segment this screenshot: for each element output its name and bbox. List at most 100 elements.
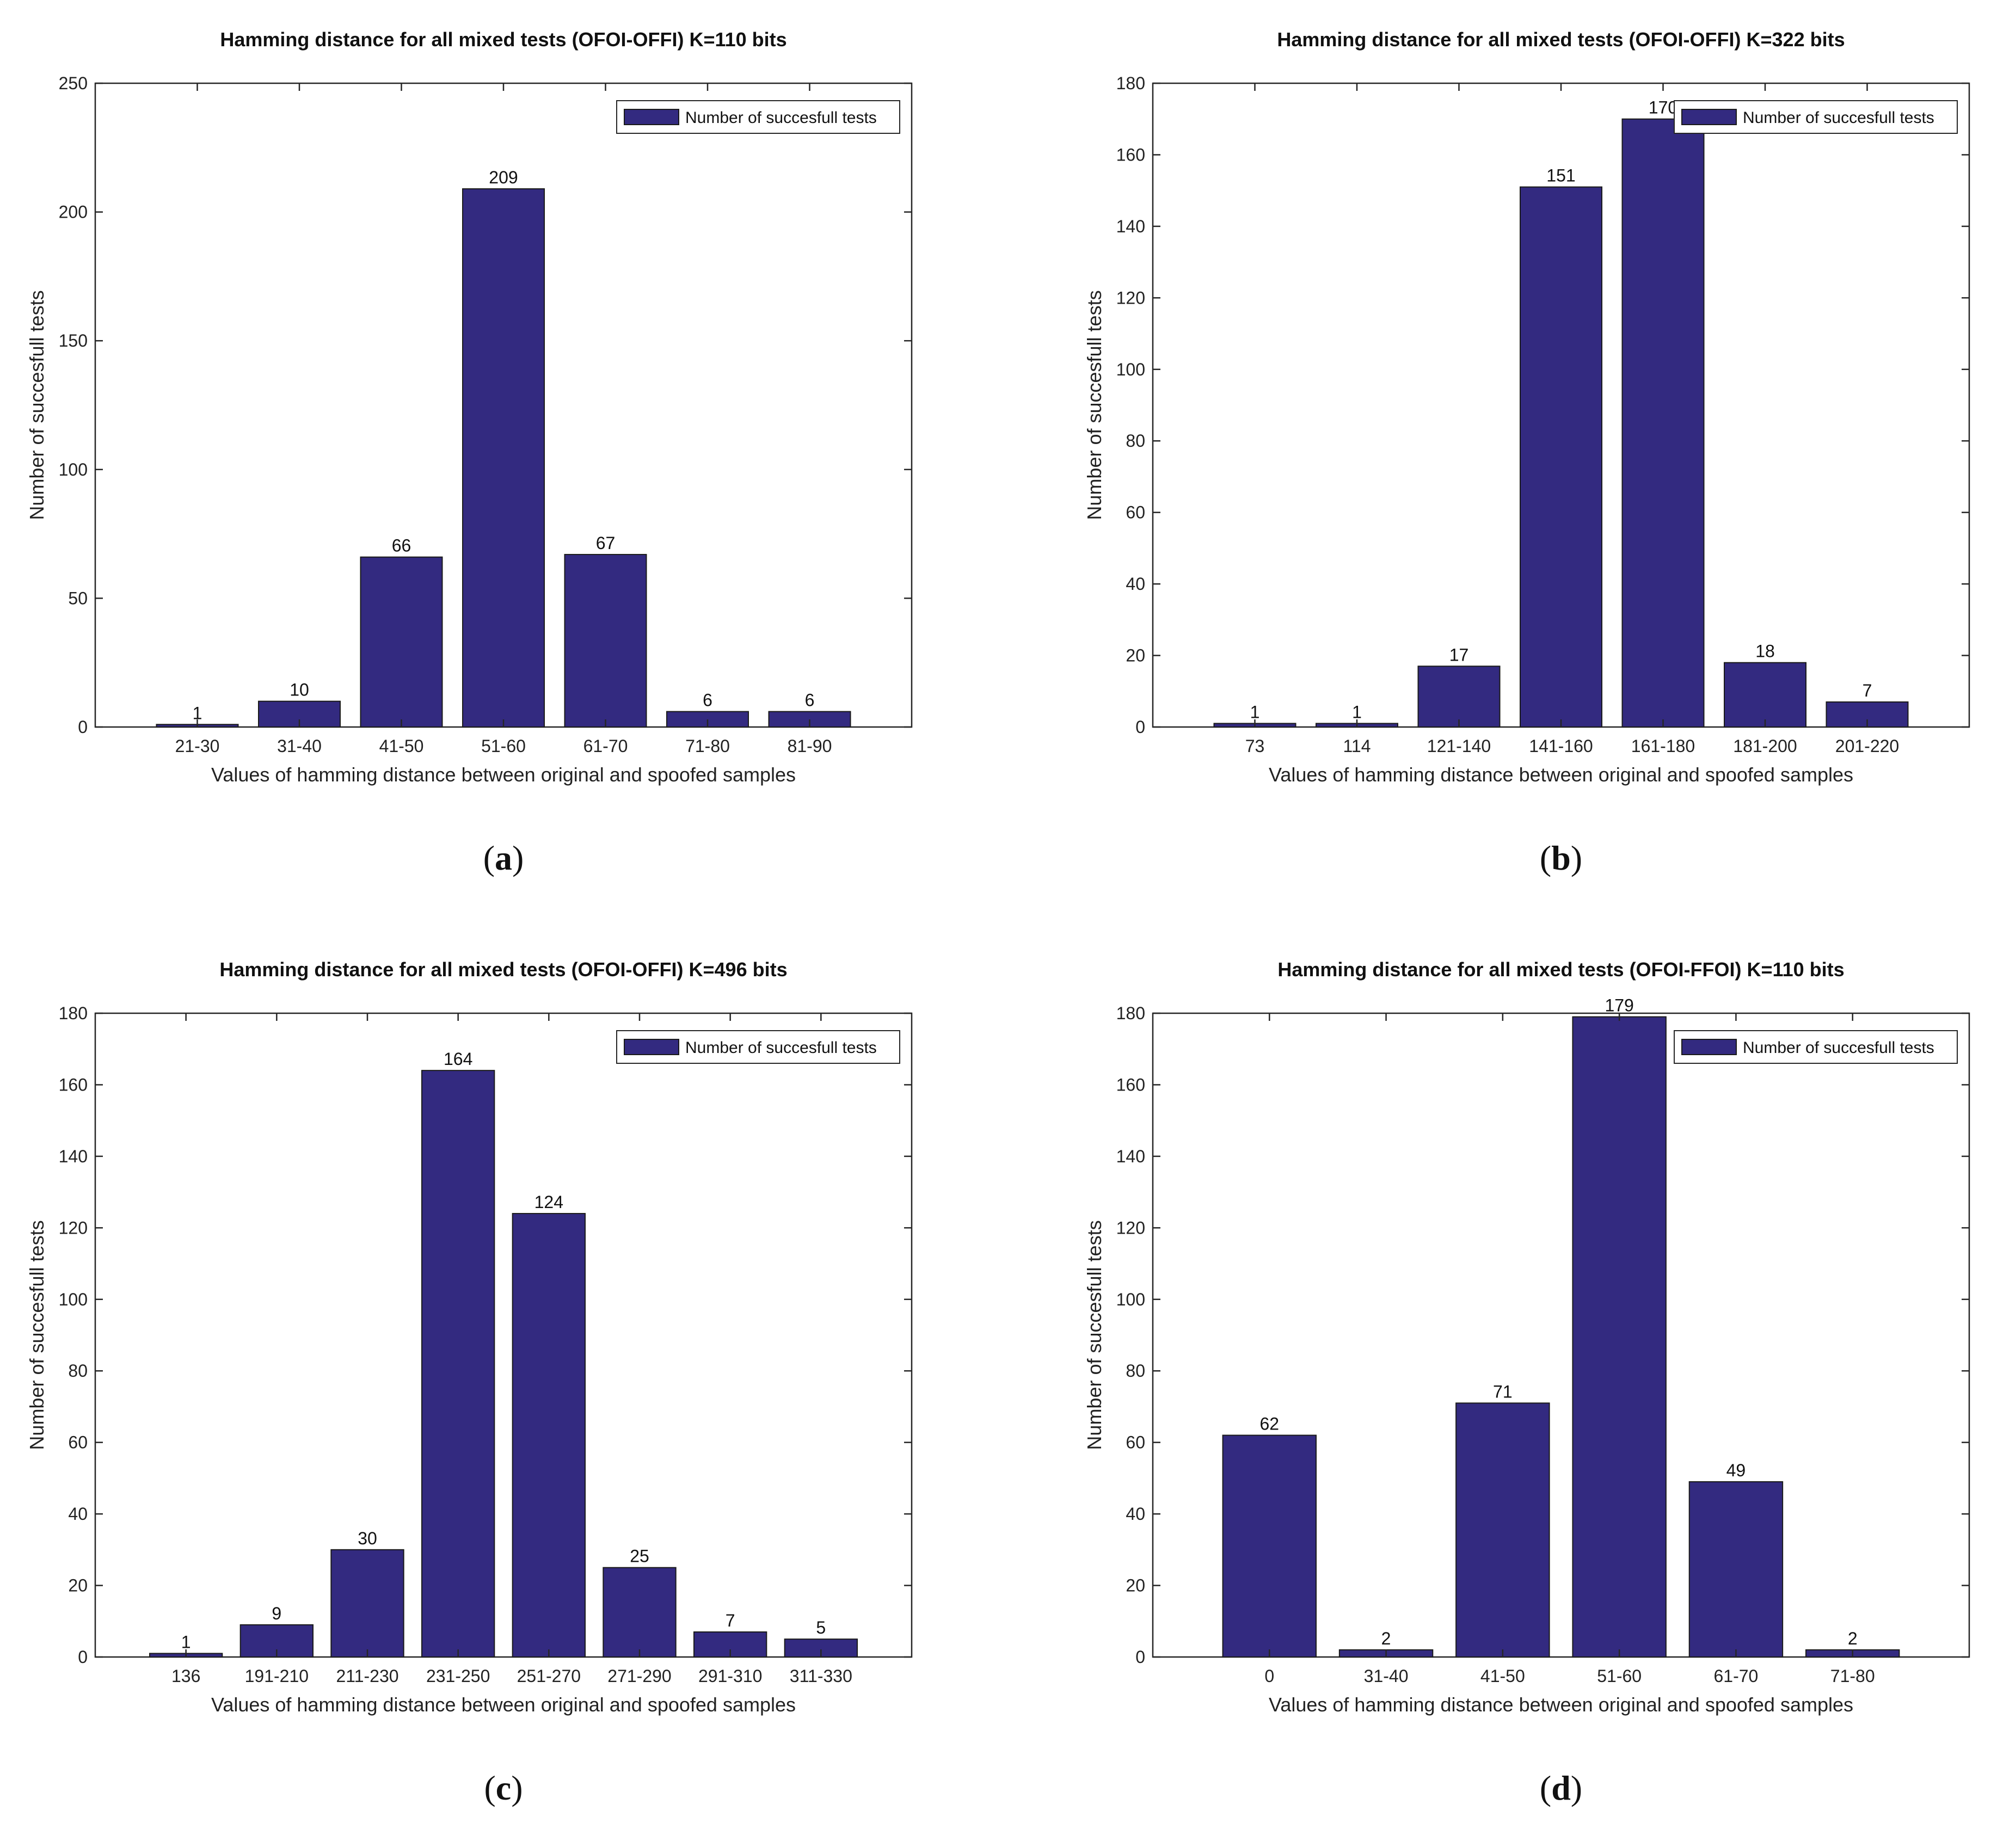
y-tick-label: 180 bbox=[1116, 1003, 1145, 1023]
legend-label: Number of succesfull tests bbox=[685, 1039, 877, 1057]
y-tick-label: 0 bbox=[78, 1647, 88, 1667]
y-tick-label: 250 bbox=[59, 73, 88, 93]
data-label: 151 bbox=[1546, 166, 1575, 186]
y-tick-label: 100 bbox=[59, 1290, 88, 1309]
data-label: 25 bbox=[630, 1547, 649, 1566]
y-tick-label: 20 bbox=[1126, 646, 1145, 666]
data-label: 7 bbox=[1863, 681, 1872, 700]
x-tick-label: 181-200 bbox=[1733, 736, 1797, 756]
y-tick-label: 180 bbox=[1116, 73, 1145, 93]
legend: Number of succesfull tests bbox=[1674, 100, 1958, 134]
legend-swatch bbox=[624, 1039, 679, 1055]
y-tick-label: 80 bbox=[1126, 1361, 1145, 1381]
subfigure-caption: (d) bbox=[1540, 1769, 1582, 1807]
data-label: 1 bbox=[193, 703, 202, 723]
bar bbox=[512, 1213, 586, 1658]
data-label: 170 bbox=[1649, 98, 1677, 118]
x-tick-label: 141-160 bbox=[1529, 736, 1593, 756]
subfigure-caption: (b) bbox=[1540, 839, 1582, 877]
y-tick-label: 40 bbox=[1126, 1504, 1145, 1524]
y-tick-label: 0 bbox=[1135, 717, 1145, 737]
y-tick-label: 100 bbox=[59, 460, 88, 479]
x-tick-label: 114 bbox=[1343, 736, 1371, 756]
bar bbox=[360, 556, 443, 728]
x-tick-label: 311-330 bbox=[790, 1666, 852, 1686]
bar bbox=[564, 553, 647, 728]
data-label: 17 bbox=[1449, 645, 1469, 664]
bar bbox=[1621, 118, 1705, 728]
y-axis-label: Number of succesfull tests bbox=[1083, 290, 1105, 520]
bar bbox=[603, 1567, 677, 1658]
x-tick-label: 71-80 bbox=[1830, 1666, 1875, 1686]
y-tick-label: 120 bbox=[1116, 1218, 1145, 1237]
data-label: 2 bbox=[1848, 1629, 1858, 1648]
x-tick-label: 161-180 bbox=[1631, 736, 1695, 756]
y-tick-label: 80 bbox=[68, 1361, 88, 1381]
legend: Number of succesfull tests bbox=[616, 1030, 900, 1064]
chart-d: 0 20 40 60 80 100 120 140 160 180 0 62 31-40 2 41-50 71… bbox=[1083, 958, 1970, 1807]
y-tick-label: 160 bbox=[59, 1075, 88, 1094]
x-tick-label: 31-40 bbox=[1364, 1666, 1409, 1686]
data-label: 124 bbox=[534, 1192, 563, 1212]
legend-swatch bbox=[624, 109, 679, 125]
y-tick-label: 40 bbox=[1126, 574, 1145, 594]
y-tick-label: 140 bbox=[59, 1147, 88, 1166]
x-axis-label: Values of hamming distance between origi… bbox=[211, 763, 796, 786]
legend: Number of succesfull tests bbox=[1674, 1030, 1958, 1064]
subfigure-caption: (c) bbox=[484, 1769, 523, 1807]
chart-a: 05010015020025021-30131-401041-506651-60… bbox=[26, 28, 913, 877]
x-axis-label: Values of hamming distance between origi… bbox=[1269, 763, 1853, 786]
x-tick-label: 231-250 bbox=[426, 1666, 490, 1686]
data-label: 66 bbox=[392, 536, 411, 556]
legend-label: Number of succesfull tests bbox=[1743, 1039, 1934, 1057]
bar bbox=[330, 1549, 404, 1658]
y-tick-label: 0 bbox=[78, 717, 88, 737]
y-tick-label: 60 bbox=[1126, 1433, 1145, 1452]
legend-label: Number of succesfull tests bbox=[1743, 109, 1934, 127]
y-axis-label: Number of succesfull tests bbox=[1083, 1220, 1105, 1450]
y-tick-label: 150 bbox=[59, 331, 88, 350]
y-tick-label: 100 bbox=[1116, 1290, 1145, 1309]
data-label: 30 bbox=[358, 1529, 377, 1548]
x-tick-label: 291-310 bbox=[698, 1666, 762, 1686]
legend-swatch bbox=[1681, 109, 1737, 125]
data-label: 6 bbox=[703, 691, 712, 710]
chart-title: Hamming distance for all mixed tests (OF… bbox=[219, 958, 787, 981]
y-tick-label: 20 bbox=[1126, 1576, 1145, 1596]
y-tick-label: 140 bbox=[1116, 1147, 1145, 1166]
chart-title: Hamming distance for all mixed tests (OF… bbox=[220, 28, 786, 51]
x-tick-label: 0 bbox=[1264, 1666, 1274, 1686]
legend-swatch bbox=[1681, 1039, 1737, 1055]
x-axis-label: Values of hamming distance between origi… bbox=[1269, 1693, 1853, 1716]
bar bbox=[1455, 1402, 1550, 1658]
x-tick-label: 121-140 bbox=[1427, 736, 1491, 756]
bar bbox=[1417, 666, 1501, 728]
data-label: 67 bbox=[596, 533, 616, 553]
x-tick-label: 191-210 bbox=[245, 1666, 309, 1686]
data-label: 9 bbox=[272, 1604, 281, 1623]
x-tick-label: 51-60 bbox=[481, 736, 526, 756]
x-tick-label: 51-60 bbox=[1597, 1666, 1642, 1686]
subfigure-caption: (a) bbox=[483, 839, 524, 877]
y-axis-label: Number of succesfull tests bbox=[26, 290, 48, 520]
bar bbox=[1724, 662, 1806, 728]
legend: Number of succesfull tests bbox=[616, 100, 900, 134]
bar bbox=[1222, 1434, 1317, 1658]
data-label: 6 bbox=[805, 691, 815, 710]
x-tick-label: 81-90 bbox=[788, 736, 832, 756]
plot-area-frame bbox=[1152, 1012, 1970, 1658]
x-tick-label: 41-50 bbox=[1480, 1666, 1525, 1686]
data-label: 1 bbox=[181, 1632, 191, 1652]
data-label: 5 bbox=[816, 1618, 826, 1637]
chart-b: 0 20 40 60 80 100 120 140 160 180 73 1 114 1 121-140 17… bbox=[1083, 28, 1970, 877]
data-label: 18 bbox=[1755, 642, 1775, 661]
x-axis-label: Values of hamming distance between origi… bbox=[211, 1693, 796, 1716]
x-tick-label: 136 bbox=[171, 1666, 200, 1686]
data-label: 209 bbox=[489, 168, 518, 187]
y-tick-label: 160 bbox=[1116, 1075, 1145, 1094]
y-tick-label: 40 bbox=[68, 1504, 88, 1524]
data-label: 164 bbox=[444, 1049, 472, 1069]
chart-title: Hamming distance for all mixed tests (OF… bbox=[1277, 28, 1845, 51]
data-label: 7 bbox=[726, 1611, 735, 1630]
